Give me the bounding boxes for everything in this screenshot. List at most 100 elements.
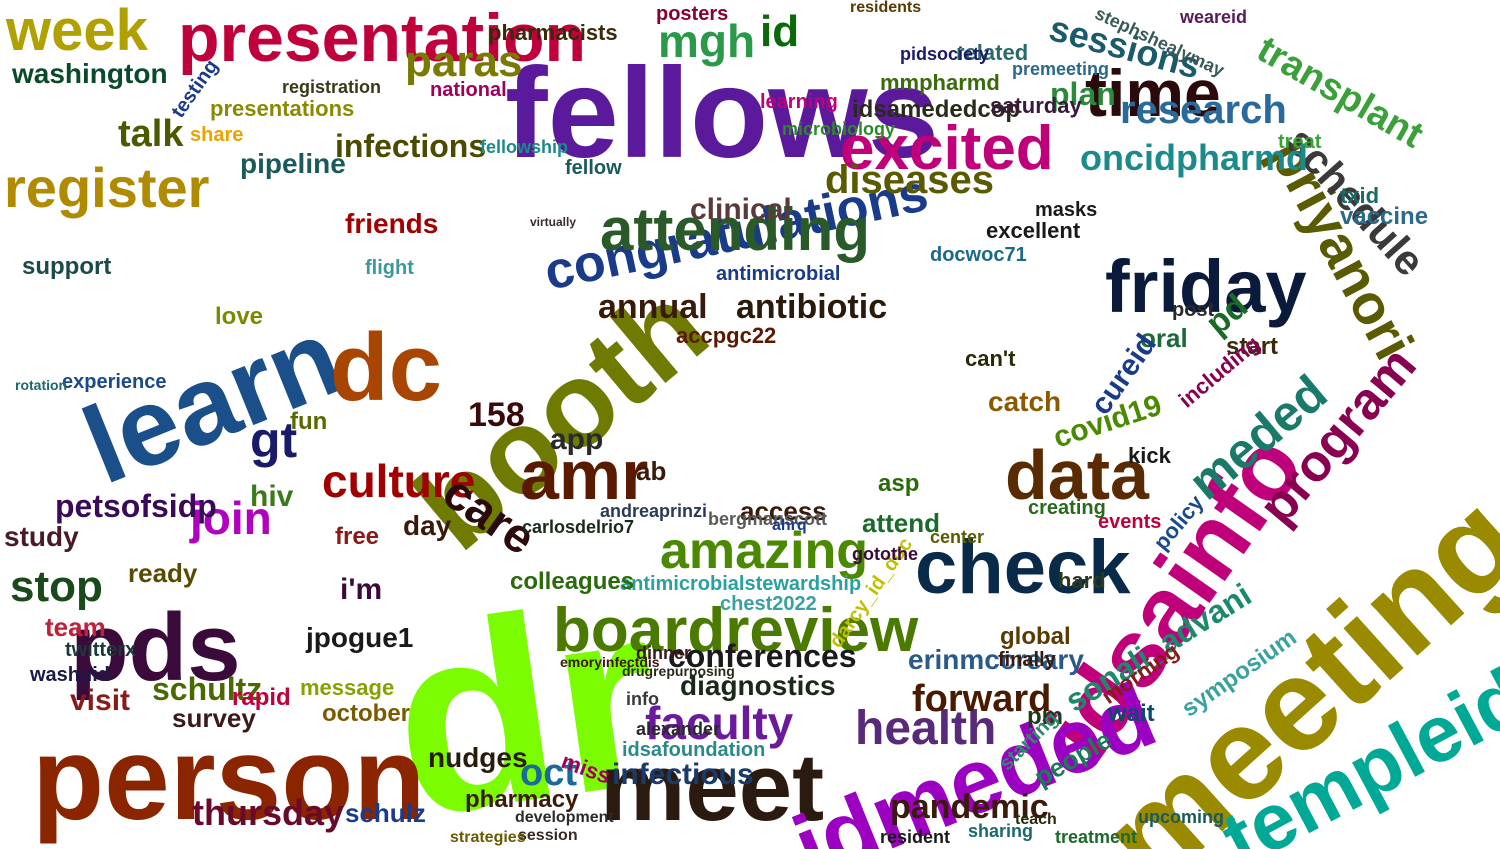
word-clinical: clinical: [690, 193, 792, 226]
word-infectious: infectious: [612, 758, 754, 791]
word-survey: survey: [172, 703, 256, 733]
word-presentation: presentation: [178, 0, 587, 76]
word-person: person: [32, 713, 426, 845]
word-erinmccreary: erinmccreary: [908, 644, 1084, 675]
word-pharmacists: pharmacists: [488, 20, 618, 45]
word-excited: excited: [840, 114, 1054, 183]
word-schulz: schulz: [345, 798, 426, 828]
word-forward: forward: [912, 678, 1052, 720]
word-friday: friday: [1105, 245, 1307, 328]
word-antimicrobialstewardship: antimicrobialstewardship: [620, 573, 862, 595]
word-attending: attending: [600, 196, 870, 263]
word-ready: ready: [128, 558, 198, 588]
word-vaccine: vaccine: [1340, 203, 1429, 230]
word-annual: annual: [598, 288, 708, 326]
word-mgh: mgh: [658, 15, 756, 67]
word-related: related: [956, 40, 1029, 65]
word-team: team: [45, 612, 106, 642]
word-data: data: [1005, 436, 1149, 514]
word-masks: masks: [1035, 199, 1098, 221]
word-docwoc71: docwoc71: [930, 244, 1027, 266]
word-conferences: conferences: [668, 638, 857, 674]
word-amr: amr: [520, 436, 649, 514]
word-colleagues: colleagues: [510, 568, 635, 595]
word-pm: pm: [1027, 703, 1063, 730]
word-dinner: dinner: [636, 643, 692, 663]
word-day: day: [403, 510, 452, 541]
word-oncidpharmd: oncidpharmd: [1080, 137, 1309, 178]
word-asp: asp: [878, 470, 920, 497]
word-wait: wait: [1108, 700, 1155, 727]
word-fun: fun: [290, 408, 328, 435]
word-development: development: [515, 809, 614, 826]
word-pipeline: pipeline: [240, 148, 346, 179]
word-txid: txid: [1340, 183, 1380, 208]
word-chest2022: chest2022: [720, 593, 817, 615]
word-including: including: [1173, 330, 1265, 413]
word-nudges: nudges: [428, 742, 528, 773]
word-post: post: [1172, 299, 1215, 321]
word-microbiology: microbiology: [782, 119, 896, 139]
word-love: love: [215, 303, 264, 330]
word-mmpharmd: mmpharmd: [880, 70, 1000, 95]
word-idsamededcop: idsamededcop: [852, 96, 1021, 123]
word-twitterx: twitterx: [65, 639, 137, 661]
word-kick: kick: [1128, 443, 1171, 468]
word-excellent: excellent: [986, 218, 1081, 243]
word-learn: learn: [67, 295, 358, 508]
word-bergmanscott: gotothe: [852, 544, 918, 564]
word-experience: emoryinfectdis: [560, 654, 660, 670]
word-flight: flight: [365, 257, 414, 279]
word-fellowship: fellowship: [480, 137, 569, 157]
word-strategies: strategies: [450, 829, 526, 846]
word-center: center: [930, 527, 985, 547]
word-creating: creating: [1028, 497, 1106, 519]
word-faculty: faculty: [645, 697, 794, 749]
word-158: 158: [468, 396, 525, 434]
word-accpgc22: accpgc22: [676, 323, 777, 348]
word-amazing: amazing: [660, 522, 869, 580]
word-national: national: [430, 79, 507, 101]
word-idsafoundation: idsafoundation: [622, 739, 766, 761]
word-boardreview: boardreview: [553, 596, 919, 665]
word-ahrq: bergmanscott: [708, 509, 828, 529]
word-check: check: [915, 525, 1131, 610]
word-stop: stop: [10, 562, 103, 611]
word-talk: talk: [118, 113, 184, 155]
word-saturday: saturday: [990, 93, 1082, 118]
word-join: join: [190, 492, 272, 544]
word-sharing: sharing: [968, 821, 1034, 841]
word-antibiotic: antibiotic: [736, 288, 888, 326]
word-diseases: diseases: [825, 158, 995, 202]
word-jpogue1: jpogue1: [306, 622, 414, 653]
word-week: week: [6, 0, 148, 63]
word-attend: attend: [862, 508, 940, 538]
word-friends: friends: [345, 208, 439, 239]
word-resident: resident: [880, 827, 951, 847]
word-pds: pds: [70, 594, 241, 701]
word-oral: oral: [1140, 323, 1188, 353]
word-digital: virtually: [530, 215, 577, 229]
word-october: october: [322, 700, 411, 727]
word-pharmacy: pharmacy: [465, 786, 579, 813]
word-study: study: [4, 521, 79, 552]
word-time: time: [1085, 56, 1221, 130]
word-cant: can't: [965, 346, 1016, 371]
word-hiv: hiv: [250, 480, 294, 513]
word-drugrepurposing: info: [626, 689, 659, 709]
word-andreaprinzi: andreaprinzi: [600, 501, 708, 521]
word-research: research: [1120, 88, 1287, 132]
word-access: access: [740, 496, 827, 526]
word-premeeting: premeeting: [1012, 59, 1110, 79]
word-carlosdelrio7: carlosdelrio7: [522, 517, 635, 537]
word-culture: culture: [322, 455, 476, 507]
word-health: health: [855, 702, 997, 755]
word-id: id: [760, 7, 800, 56]
word-pidsociety: pidsociety: [900, 44, 990, 64]
word-antimicrobial: antimicrobial: [716, 263, 841, 285]
word-finally: finally: [998, 649, 1056, 671]
word-emoryinfectdis: drugrepurposing: [622, 663, 735, 679]
word-app: app: [550, 423, 604, 456]
word-posters: posters: [656, 3, 729, 25]
word-gt: gt: [250, 412, 298, 468]
